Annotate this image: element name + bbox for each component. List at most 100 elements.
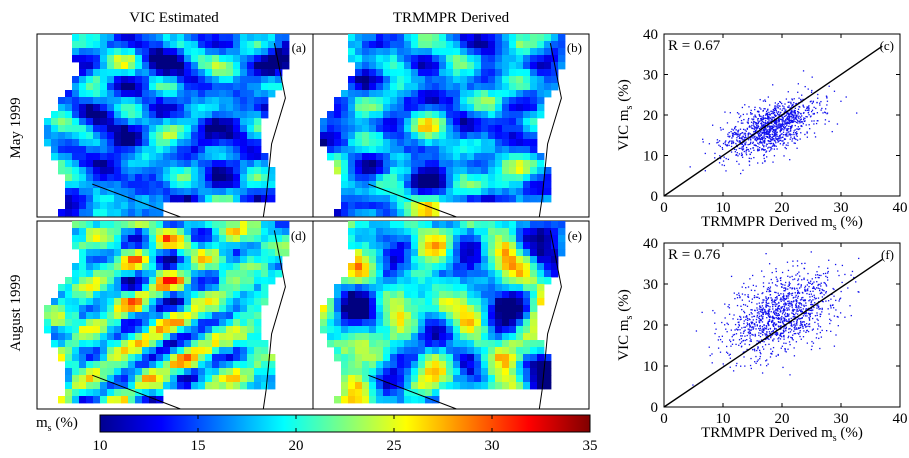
map-cell (495, 195, 503, 203)
map-cell (233, 167, 241, 175)
scatter-point (750, 339, 752, 341)
scatter-point (774, 121, 776, 124)
scatter-point (793, 102, 795, 104)
map-cell (488, 284, 496, 292)
map-cell (341, 139, 349, 147)
scatter-point (823, 294, 825, 296)
map-cell (86, 284, 94, 292)
map-cell (58, 291, 66, 299)
map-cell (362, 167, 370, 175)
map-cell (226, 347, 234, 355)
map-cell (439, 305, 447, 313)
map-cell (149, 242, 157, 250)
map-cell (205, 104, 213, 112)
map-cell (79, 249, 87, 257)
scatter-point (780, 298, 782, 300)
map-cell (135, 48, 143, 56)
map-cell (425, 242, 433, 250)
scatter-point (752, 284, 755, 287)
map-cell (233, 221, 241, 229)
map-cell (523, 48, 531, 56)
map-cell (149, 34, 157, 42)
scatter-point (781, 133, 783, 135)
scatter-point (742, 135, 744, 137)
scatter-point (773, 327, 776, 329)
scatter-point (776, 123, 778, 125)
map-cell (432, 375, 440, 383)
map-cell (418, 298, 426, 306)
map-cell (163, 263, 171, 271)
map-cell (58, 298, 66, 306)
map-cell (226, 153, 234, 161)
scatter-point (783, 106, 785, 108)
map-cell (390, 76, 398, 84)
scatter-point (773, 323, 775, 325)
map-cell (121, 209, 129, 217)
scatter-point (721, 148, 724, 150)
map-cell (65, 354, 73, 362)
map-cell (100, 188, 108, 196)
scatter-point (763, 136, 765, 139)
map-cell (93, 41, 101, 49)
map-cell (383, 118, 391, 126)
map-cell (149, 48, 157, 56)
map-cell (502, 284, 510, 292)
map-cell (481, 284, 489, 292)
map-cell (418, 125, 426, 133)
scatter-point (812, 101, 814, 103)
map-cell (107, 188, 115, 196)
map-cell (93, 319, 101, 327)
scatter-point (781, 345, 784, 347)
map-cell (233, 228, 241, 236)
map-cell (268, 382, 276, 390)
scatter-point (732, 370, 735, 372)
scatter-point (777, 111, 780, 113)
scatter-point (759, 351, 761, 354)
map-cell (163, 69, 171, 77)
map-cell (460, 55, 468, 63)
map-cell (233, 256, 241, 264)
map-cell (369, 174, 377, 182)
map-cell (100, 153, 108, 161)
map-cell (397, 181, 405, 189)
scatter-point (816, 307, 818, 309)
map-cell (135, 270, 143, 278)
map-cell (425, 76, 433, 84)
scatter-point (718, 162, 721, 164)
map-cell (348, 55, 356, 63)
map-cell (474, 298, 482, 306)
map-cell (156, 146, 164, 154)
map-cell (327, 298, 335, 306)
scatter-point (762, 148, 764, 151)
map-cell (212, 326, 220, 334)
scatter-point (821, 307, 823, 310)
map-cell (233, 139, 241, 147)
map-cell (425, 291, 433, 299)
map-cell (79, 291, 87, 299)
scatter-point (726, 122, 729, 124)
scatter-point (755, 121, 757, 124)
map-cell (149, 83, 157, 91)
scatter-point (758, 137, 760, 140)
map-cell (432, 195, 440, 203)
map-cell (86, 312, 94, 320)
map-cell (149, 167, 157, 175)
scatter-point (769, 138, 772, 140)
scatter-point (777, 307, 779, 309)
map-cell (177, 41, 185, 49)
scatter-point (792, 339, 794, 341)
scatter-point (817, 297, 820, 299)
scatter-point (809, 101, 812, 103)
scatter-point (782, 117, 784, 119)
map-cell (481, 97, 489, 105)
map-cell (446, 382, 454, 390)
map-cell (205, 333, 213, 341)
map-cell (390, 160, 398, 168)
map-cell (79, 389, 87, 397)
map-cell (233, 41, 241, 49)
map-cell (156, 41, 164, 49)
scatter-point (756, 325, 758, 327)
map-cell (79, 340, 87, 348)
map-cell (474, 139, 482, 147)
scatter-point (782, 107, 784, 110)
